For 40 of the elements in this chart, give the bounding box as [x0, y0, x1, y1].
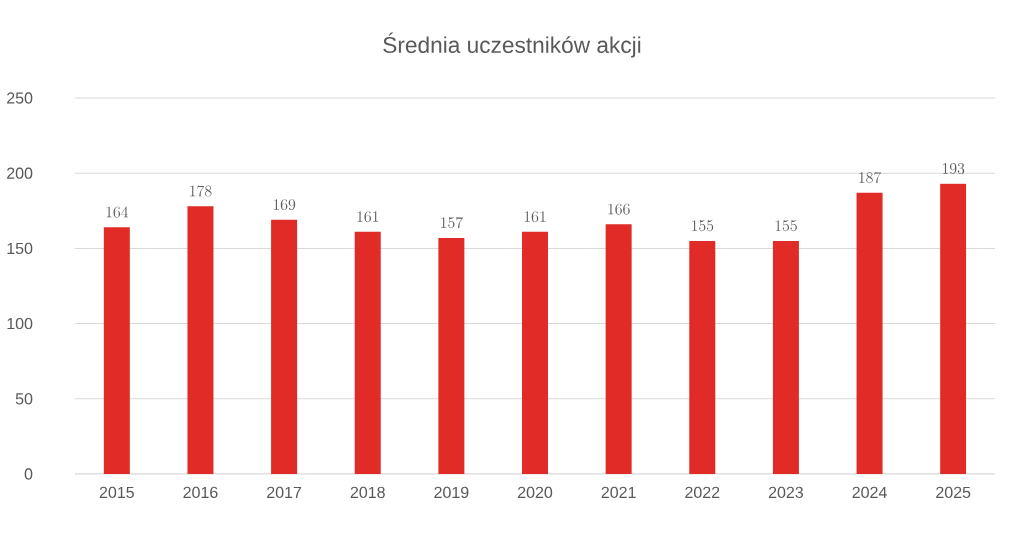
x-tick-label: 2016 — [183, 486, 218, 499]
x-tick-label: 2023 — [768, 486, 803, 499]
x-tick-label: 2025 — [936, 486, 971, 499]
bar — [271, 219, 298, 474]
x-tick-label: 2018 — [350, 486, 385, 499]
data-label: 161 — [524, 211, 546, 223]
data-label: 169 — [273, 199, 296, 211]
data-label: 157 — [441, 217, 463, 229]
chart-title: Średnia uczestników akcji — [383, 32, 641, 58]
data-label: 166 — [608, 203, 630, 215]
data-label: 155 — [691, 220, 714, 232]
y-tick-label: 0 — [24, 468, 33, 480]
bar — [187, 206, 214, 474]
data-label: 161 — [357, 211, 379, 223]
data-label: 178 — [190, 185, 212, 197]
bar — [103, 227, 130, 474]
data-label: 155 — [775, 220, 797, 232]
data-label: 193 — [942, 163, 965, 175]
x-tick-label: 2020 — [518, 486, 553, 499]
bar — [772, 240, 799, 474]
y-tick-label: 50 — [15, 393, 33, 405]
y-tick-label: 150 — [7, 242, 33, 255]
bar — [438, 237, 465, 474]
x-tick-label: 2015 — [99, 486, 134, 499]
data-label: 187 — [859, 171, 882, 184]
x-tick-label: 2019 — [434, 486, 469, 499]
bar — [605, 224, 632, 474]
bar — [856, 192, 883, 474]
x-tick-label: 2022 — [685, 486, 720, 499]
y-tick-label: 250 — [7, 92, 33, 104]
x-tick-label: 2017 — [267, 486, 302, 499]
y-tick-label: 200 — [7, 167, 33, 179]
bar — [354, 231, 381, 474]
bar — [522, 231, 549, 474]
x-tick-label: 2021 — [601, 486, 636, 499]
x-tick-label: 2024 — [852, 486, 887, 499]
bar — [940, 183, 967, 474]
bar — [689, 240, 716, 474]
y-tick-label: 100 — [7, 317, 33, 330]
data-label: 164 — [106, 206, 129, 218]
